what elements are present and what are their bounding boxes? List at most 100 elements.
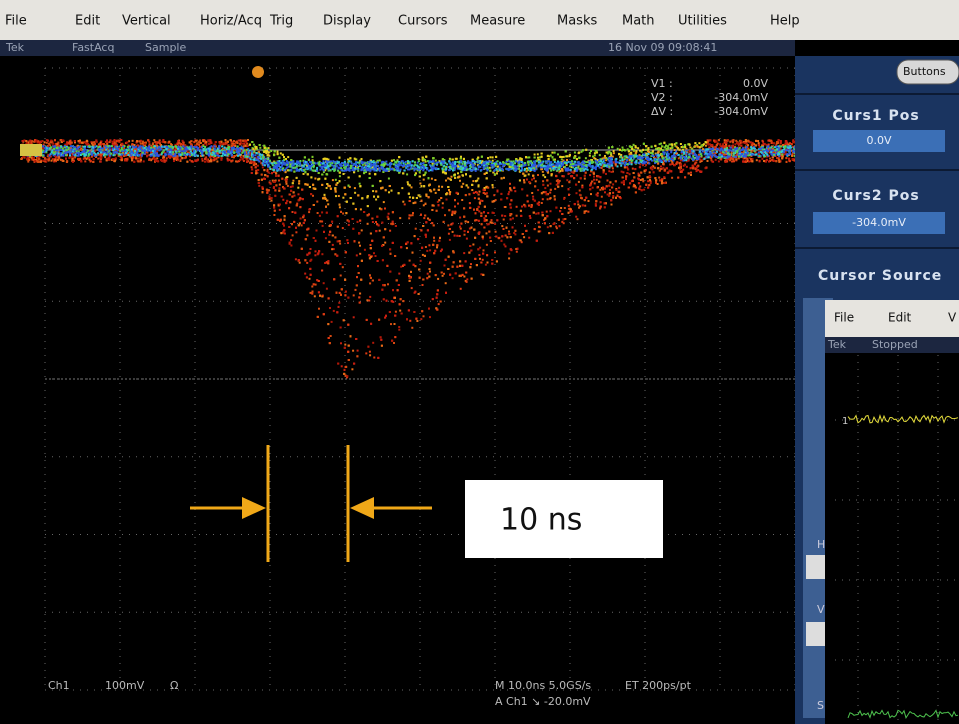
waveform-dot xyxy=(435,160,437,162)
waveform-dot xyxy=(339,175,341,177)
waveform-dot xyxy=(531,192,533,194)
menu-item[interactable]: Utilities xyxy=(678,14,727,29)
waveform-dot xyxy=(533,177,535,179)
waveform-dot xyxy=(494,223,496,225)
waveform-dot xyxy=(459,217,461,219)
waveform-dot xyxy=(323,282,325,284)
waveform-dot xyxy=(761,158,763,160)
waveform-dot xyxy=(337,240,339,242)
menu-item[interactable]: Display xyxy=(323,14,371,29)
waveform-dot xyxy=(406,173,408,175)
waveform-dot xyxy=(482,238,484,240)
menu-item[interactable]: Vertical xyxy=(122,14,171,29)
waveform-dot xyxy=(542,180,544,182)
waveform-dot xyxy=(563,198,565,200)
waveform-dot xyxy=(409,320,411,322)
waveform-dot xyxy=(561,185,563,187)
waveform-dot xyxy=(610,155,612,157)
waveform-dot xyxy=(335,179,337,181)
waveform-dot xyxy=(294,195,296,197)
waveform-dot xyxy=(282,154,284,156)
waveform-dot xyxy=(612,195,614,197)
waveform-dot xyxy=(619,149,621,151)
waveform-dot xyxy=(482,259,484,261)
waveform-dot xyxy=(550,155,552,157)
waveform-dot xyxy=(557,153,559,155)
waveform-dot xyxy=(233,140,235,142)
waveform-dot xyxy=(523,236,525,238)
waveform-dot xyxy=(282,199,284,201)
waveform-dot xyxy=(577,218,579,220)
waveform-dot xyxy=(359,293,361,295)
waveform-dot xyxy=(585,149,587,151)
waveform-dot xyxy=(369,351,371,353)
menu-item[interactable]: Cursors xyxy=(398,14,448,29)
waveform-dot xyxy=(769,158,771,160)
waveform-dot xyxy=(354,187,356,189)
waveform-dot xyxy=(542,198,544,200)
waveform-dot xyxy=(559,170,561,172)
waveform-dot xyxy=(262,166,264,168)
waveform-dot xyxy=(544,187,546,189)
menu-item[interactable]: File xyxy=(5,14,27,29)
waveform-dot xyxy=(151,145,153,147)
waveform-dot xyxy=(503,244,505,246)
waveform-dot xyxy=(401,187,403,189)
waveform-dot xyxy=(605,159,607,161)
waveform-dot xyxy=(279,209,281,211)
waveform-dot xyxy=(471,189,473,191)
waveform-dot xyxy=(480,273,482,275)
waveform-dot xyxy=(326,187,328,189)
waveform-dot xyxy=(384,242,386,244)
waveform-dot xyxy=(223,142,225,144)
waveform-dot xyxy=(443,273,445,275)
menu-item[interactable]: Edit xyxy=(75,14,100,29)
waveform-dot xyxy=(427,273,429,275)
waveform-dot xyxy=(83,141,85,143)
waveform-dot xyxy=(333,310,335,312)
waveform-dot xyxy=(306,262,308,264)
waveform-dot xyxy=(690,172,692,174)
menu-item[interactable]: Math xyxy=(622,14,655,29)
waveform-dot xyxy=(310,248,312,250)
waveform-dot xyxy=(660,143,662,145)
waveform-dot xyxy=(487,212,489,214)
waveform-dot xyxy=(633,144,635,146)
waveform-dot xyxy=(529,217,531,219)
waveform-dot xyxy=(412,214,414,216)
menu-item[interactable]: Masks xyxy=(557,14,597,29)
waveform-dot xyxy=(479,258,481,260)
waveform-dot xyxy=(423,217,425,219)
waveform-dot xyxy=(367,223,369,225)
waveform-dot xyxy=(344,344,346,346)
waveform-dot xyxy=(762,140,764,142)
waveform-dot xyxy=(398,273,400,275)
waveform-dot xyxy=(104,156,106,158)
waveform-dot xyxy=(596,179,598,181)
waveform-dot xyxy=(369,173,371,175)
waveform-dot xyxy=(246,143,248,145)
waveform-dot xyxy=(95,139,97,141)
waveform-dot xyxy=(535,213,537,215)
waveform-dot xyxy=(460,223,462,225)
page: File Edit Vertical Horiz/Acq Trig Display Curs… xyxy=(0,0,959,724)
waveform-dot xyxy=(554,188,556,190)
waveform-dot xyxy=(287,185,289,187)
waveform-dot xyxy=(359,253,361,255)
waveform-dot xyxy=(231,160,233,162)
waveform-dot xyxy=(306,234,308,236)
menu-item[interactable]: Help xyxy=(770,14,800,29)
waveform-dot xyxy=(429,316,431,318)
waveform-dot xyxy=(618,187,620,189)
waveform-dot xyxy=(398,329,400,331)
menu-item[interactable]: Horiz/Acq xyxy=(200,14,262,29)
screenshot: File Edit Vertical Horiz/Acq Trig Display Curs… xyxy=(0,0,959,724)
waveform-dot xyxy=(621,182,623,184)
waveform-dot xyxy=(418,158,420,160)
waveform-dot xyxy=(494,173,496,175)
waveform-dot xyxy=(246,159,248,161)
menu-item[interactable]: Trig xyxy=(269,14,293,29)
waveform-dot xyxy=(409,260,411,262)
waveform-dot xyxy=(359,183,361,185)
menu-item[interactable]: Measure xyxy=(470,14,525,29)
